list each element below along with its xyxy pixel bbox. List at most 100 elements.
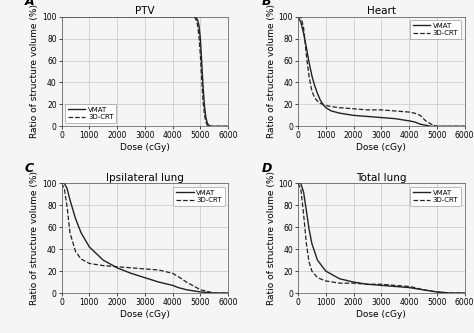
3D-CRT (351, 107, 356, 111)
3D-CRT (315, 276, 320, 280)
VMAT (59, 15, 64, 19)
3D-CRT (175, 15, 181, 19)
Line: 3D-CRT: 3D-CRT (298, 183, 465, 293)
Text: A: A (25, 0, 35, 8)
3D-CRT (62, 187, 67, 191)
3D-CRT (392, 109, 398, 113)
Line: 3D-CRT: 3D-CRT (62, 183, 228, 293)
3D-CRT (142, 15, 148, 19)
VMAT (175, 15, 181, 19)
VMAT (209, 124, 214, 128)
3D-CRT (181, 15, 187, 19)
VMAT (156, 280, 162, 284)
VMAT (193, 16, 199, 20)
VMAT (328, 109, 334, 113)
3D-CRT (365, 282, 370, 286)
VMAT (420, 288, 426, 292)
VMAT (301, 190, 306, 194)
Text: D: D (261, 162, 272, 174)
3D-CRT (320, 102, 326, 106)
3D-CRT (114, 265, 120, 269)
VMAT (201, 86, 206, 90)
VMAT (183, 288, 189, 292)
3D-CRT (186, 15, 192, 19)
3D-CRT (462, 124, 467, 128)
Line: VMAT: VMAT (298, 17, 465, 126)
3D-CRT (306, 260, 312, 264)
VMAT (306, 227, 312, 231)
3D-CRT (170, 271, 175, 275)
3D-CRT (87, 15, 92, 19)
3D-CRT (225, 124, 231, 128)
3D-CRT (189, 15, 195, 19)
3D-CRT (412, 111, 418, 115)
3D-CRT (191, 15, 196, 19)
3D-CRT (67, 231, 73, 235)
VMAT (417, 122, 423, 126)
3D-CRT (412, 286, 418, 290)
VMAT (406, 119, 412, 123)
VMAT (73, 216, 78, 220)
VMAT (434, 290, 439, 294)
3D-CRT (309, 269, 315, 273)
Line: VMAT: VMAT (62, 17, 228, 126)
VMAT (225, 291, 231, 295)
3D-CRT (428, 122, 434, 126)
VMAT (337, 111, 343, 115)
VMAT (315, 258, 320, 262)
Title: Total lung: Total lung (356, 172, 407, 182)
3D-CRT (114, 15, 120, 19)
VMAT (142, 276, 148, 280)
3D-CRT (301, 212, 306, 216)
VMAT (378, 283, 384, 287)
3D-CRT (434, 290, 439, 294)
3D-CRT (128, 266, 134, 270)
3D-CRT (337, 106, 343, 110)
VMAT (323, 106, 328, 110)
Line: VMAT: VMAT (62, 183, 228, 293)
Legend: VMAT, 3D-CRT: VMAT, 3D-CRT (65, 104, 116, 123)
3D-CRT (170, 15, 175, 19)
Y-axis label: Ratio of structure volume (%): Ratio of structure volume (%) (30, 4, 39, 139)
VMAT (303, 45, 309, 49)
VMAT (462, 124, 467, 128)
VMAT (412, 120, 418, 124)
VMAT (170, 283, 175, 287)
Title: Ipsilateral lung: Ipsilateral lung (106, 172, 184, 182)
3D-CRT (306, 75, 312, 79)
VMAT (87, 245, 92, 249)
Title: PTV: PTV (135, 6, 155, 16)
VMAT (59, 181, 64, 185)
VMAT (64, 187, 70, 191)
VMAT (100, 258, 106, 262)
3D-CRT (193, 18, 199, 22)
3D-CRT (203, 120, 209, 124)
VMAT (315, 92, 320, 96)
3D-CRT (225, 291, 231, 295)
VMAT (423, 123, 428, 127)
VMAT (175, 286, 181, 290)
Line: 3D-CRT: 3D-CRT (62, 17, 228, 126)
VMAT (462, 291, 467, 295)
VMAT (67, 198, 73, 202)
3D-CRT (448, 291, 454, 295)
3D-CRT (378, 108, 384, 112)
VMAT (114, 15, 120, 19)
VMAT (309, 242, 315, 246)
VMAT (351, 280, 356, 284)
3D-CRT (295, 181, 301, 185)
VMAT (186, 15, 192, 19)
VMAT (428, 124, 434, 128)
VMAT (170, 15, 175, 19)
3D-CRT (312, 96, 318, 100)
VMAT (78, 231, 84, 235)
3D-CRT (420, 288, 426, 292)
3D-CRT (156, 268, 162, 272)
3D-CRT (392, 283, 398, 287)
X-axis label: Dose (cGy): Dose (cGy) (120, 143, 170, 152)
VMAT (301, 31, 306, 35)
3D-CRT (206, 124, 211, 128)
VMAT (448, 124, 454, 128)
3D-CRT (64, 205, 70, 209)
VMAT (181, 15, 187, 19)
